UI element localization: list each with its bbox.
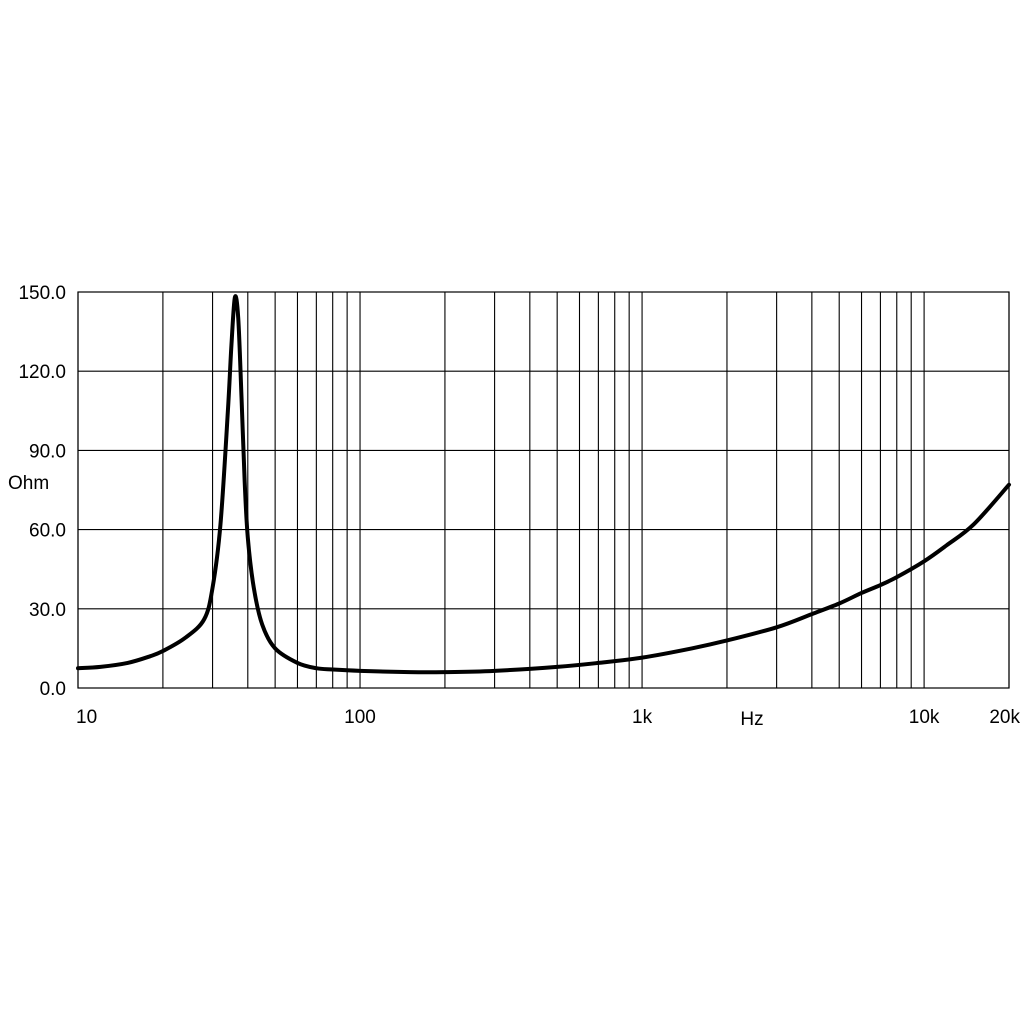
y-tick-label: 0.0 — [40, 679, 66, 700]
x-tick-label: 10 — [76, 707, 97, 728]
grid — [77, 291, 1010, 689]
x-axis-label: Hz — [740, 709, 763, 730]
y-tick-label: 30.0 — [29, 600, 66, 621]
y-axis-label: Ohm — [8, 473, 49, 494]
x-tick-labels: 10 100 1k 10k 20k — [76, 707, 1020, 728]
y-tick-label: 120.0 — [18, 362, 66, 383]
impedance-curve — [76, 294, 1011, 675]
x-tick-label: 20k — [989, 707, 1020, 728]
x-tick-label: 1k — [632, 707, 653, 728]
x-tick-label: 100 — [344, 707, 376, 728]
plot-frame — [77, 291, 1010, 689]
y-tick-label: 150.0 — [18, 283, 66, 304]
y-tick-labels: 0.0 30.0 60.0 90.0 120.0 150.0 — [18, 283, 66, 700]
y-tick-label: 60.0 — [29, 521, 66, 542]
y-tick-label: 90.0 — [29, 441, 66, 462]
x-tick-label: 10k — [909, 707, 940, 728]
